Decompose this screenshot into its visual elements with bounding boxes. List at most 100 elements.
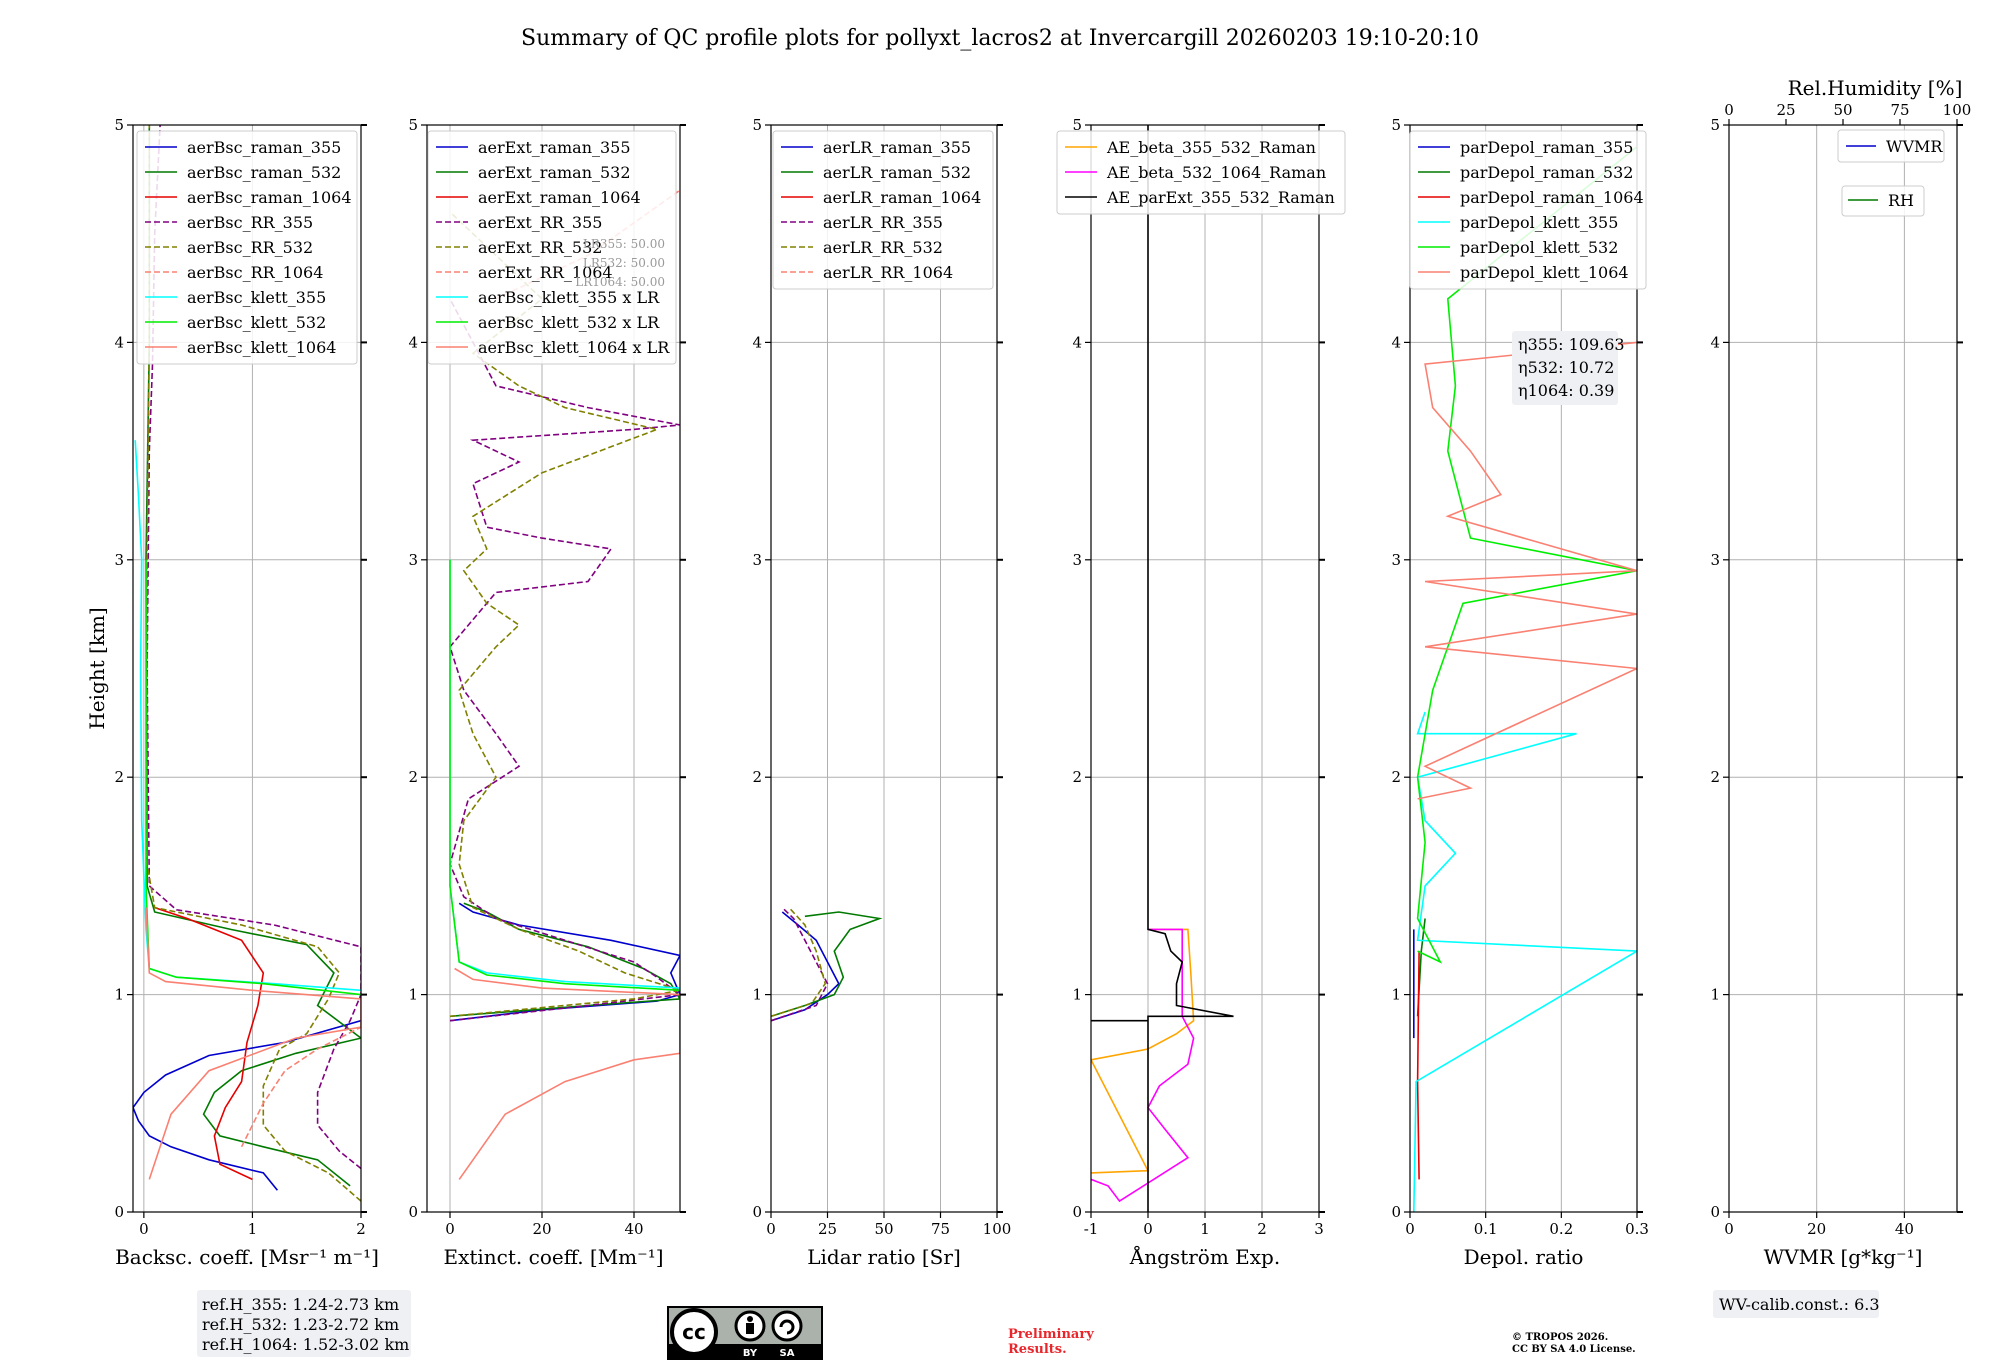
legend-label: aerBsc_raman_1064 (187, 188, 352, 207)
y-tick-label: 5 (1391, 116, 1401, 134)
legend-label: aerBsc_raman_532 (187, 163, 341, 182)
axes-frame (1728, 124, 1958, 1213)
series-line-aerlr-raman-355 (771, 911, 840, 1022)
x-axis-label: Lidar ratio [Sr] (807, 1245, 961, 1269)
series-line-aerbsc-klett-532 (145, 559, 361, 996)
legend-label: parDepol_klett_1064 (1460, 263, 1629, 282)
series-line-aerbsc-klett-355 (134, 440, 361, 992)
license-line-2: CC BY SA 4.0 License. (1512, 1344, 1636, 1355)
y-tick-label: 4 (114, 333, 124, 351)
x-tick-label: 0 (1405, 1220, 1415, 1238)
axes-frame (1409, 124, 1638, 1213)
x-axis-label: Backsc. coeff. [Msr⁻¹ m⁻¹] (115, 1245, 379, 1269)
top-x-tick-label: 25 (1776, 101, 1795, 119)
panels: 0 1 2 0 1 2 3 4 5 Backsc. coeff. [Msr⁻¹ m⁻¹] Heigh… (85, 76, 1971, 1357)
series-line-ae-parext-355-532-raman (1091, 125, 1234, 1212)
x-tick-label: 0 (1143, 1220, 1153, 1238)
y-tick-label: 0 (1072, 1203, 1082, 1221)
series-line-aerlr-raman-532 (771, 911, 883, 1018)
ref-height-label: ref.H_532: 1.23-2.72 km (202, 1315, 399, 1334)
series-line-pardepol-klett-532 (1416, 146, 1637, 964)
panel-depolarization: 0 0.1 0.2 0.3 0 1 2 3 4 5 Depol. ratio parDepol_ram… (1391, 116, 1648, 1269)
y-axis-label: Height [km] (85, 607, 109, 729)
cc-sa-label: SA (780, 1348, 795, 1359)
series-group (133, 125, 361, 1202)
series-group (1413, 146, 1637, 1212)
preliminary-line-2: Results. (1008, 1342, 1067, 1357)
axes-frame (426, 124, 681, 1213)
legend-label: parDepol_raman_1064 (1460, 188, 1644, 207)
legend-label: aerBsc_RR_1064 (187, 263, 323, 282)
eta-box (1512, 331, 1618, 405)
legend-label-wvmr: WVMR (1886, 137, 1943, 156)
legend-label: AE_parExt_355_532_Raman (1106, 188, 1335, 207)
series-line-aerbsc-klett-532-x-lr (449, 559, 680, 992)
ref-height-label: ref.H_1064: 1.52-3.02 km (202, 1335, 409, 1354)
y-tick-label: 0 (1391, 1203, 1401, 1221)
series-line-ae-beta-355-532-raman (1091, 928, 1195, 1174)
y-tick-label: 3 (114, 551, 124, 569)
legend-label: aerBsc_RR_532 (187, 238, 313, 257)
legend-label: parDepol_raman_532 (1460, 163, 1633, 182)
series-group (449, 189, 680, 1180)
legend-label: aerLR_raman_532 (823, 163, 971, 182)
series-line-aerext-rr-532 (449, 211, 680, 1018)
x-tick-label: 3 (1314, 1220, 1324, 1238)
series-line-aerbsc-raman-1064 (154, 906, 265, 1181)
x-tick-label: 100 (983, 1220, 1012, 1238)
legend-label: aerBsc_klett_355 (187, 288, 326, 307)
ref-height-label: ref.H_355: 1.24-2.73 km (202, 1295, 399, 1314)
y-tick-label: 3 (1391, 551, 1401, 569)
x-tick-label: 0.1 (1474, 1220, 1498, 1238)
y-tick-label: 1 (752, 986, 762, 1004)
legend-label: AE_beta_355_532_Raman (1106, 138, 1316, 157)
legend-label: aerExt_raman_1064 (478, 188, 641, 207)
series-line-aerlr-rr-532 (771, 907, 827, 1018)
top-x-tick-label: 0 (1724, 101, 1734, 119)
x-tick-label: 0 (1724, 1220, 1734, 1238)
legend-label: aerLR_raman_1064 (823, 188, 981, 207)
legend-label: aerExt_raman_532 (478, 163, 631, 182)
y-tick-label: 2 (752, 768, 762, 786)
y-tick-label: 1 (408, 986, 418, 1004)
ref-height-box (197, 1290, 411, 1357)
x-tick-label: -1 (1084, 1220, 1099, 1238)
series-line-aerbsc-raman-355 (133, 1019, 361, 1191)
x-axis-label: Extinct. coeff. [Mm⁻¹] (443, 1245, 663, 1269)
panel-lidar_ratio: 0 25 50 75 100 0 1 2 3 4 5 Lidar ratio [Sr] aerLR_ra… (752, 116, 1011, 1269)
series-line-aerlr-rr-355 (771, 907, 829, 1022)
series-line-aerbsc-raman-532 (145, 125, 361, 1187)
series-line-aerbsc-rr-1064 (240, 1026, 361, 1148)
eta-label: η355: 109.63 (1518, 335, 1625, 354)
y-tick-label: 3 (1710, 551, 1720, 569)
y-tick-label: 3 (752, 551, 762, 569)
y-tick-label: 4 (408, 333, 418, 351)
panel-wvmr: 0 20 40 0 1 2 3 4 5 WVMR [g*kg⁻¹] 0 25 50 75 100Rel.Hu… (1710, 76, 1971, 1318)
x-tick-label: 2 (1257, 1220, 1267, 1238)
legend-box (136, 130, 358, 365)
y-tick-label: 0 (114, 1203, 124, 1221)
y-tick-label: 5 (1710, 116, 1720, 134)
y-tick-label: 5 (1072, 116, 1082, 134)
x-tick-label: 40 (1895, 1220, 1914, 1238)
preliminary-note: Preliminary Results. (1008, 1327, 1094, 1357)
series-line-aerext-rr-355 (449, 298, 680, 1022)
lr-label: LR355: 50.00 (583, 237, 665, 251)
y-tick-label: 1 (114, 986, 124, 1004)
eta-label: η532: 10.72 (1518, 358, 1614, 377)
license-note: © TROPOS 2026. CC BY SA 4.0 License. (1512, 1332, 1636, 1356)
series-line-aerext-raman-355 (449, 902, 680, 1022)
legend-box (1837, 129, 1945, 163)
legend-label: aerExt_RR_355 (478, 213, 602, 232)
legend-label: aerBsc_klett_355 x LR (478, 288, 660, 307)
x-tick-label: 25 (818, 1220, 837, 1238)
legend-label: aerBsc_klett_1064 x LR (478, 338, 670, 357)
y-tick-label: 1 (1072, 986, 1082, 1004)
x-tick-label: 75 (931, 1220, 950, 1238)
legend-label: aerExt_RR_1064 (478, 263, 613, 282)
legend-label: aerBsc_klett_532 x LR (478, 313, 660, 332)
y-tick-label: 5 (114, 116, 124, 134)
x-tick-label: 0 (445, 1220, 455, 1238)
